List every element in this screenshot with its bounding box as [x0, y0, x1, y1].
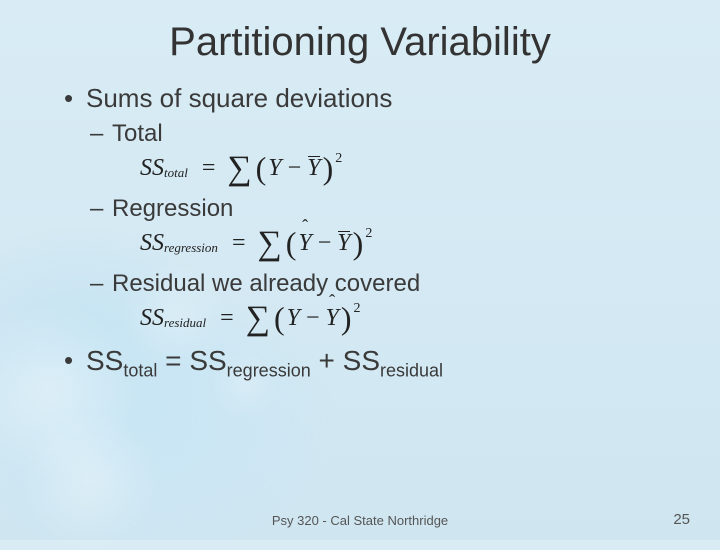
lparen: ( [256, 150, 267, 187]
var-y: Y [287, 305, 300, 332]
eq-sub3: residual [380, 361, 443, 381]
var-yhat: Y [298, 230, 311, 257]
ss-label: SS [140, 305, 164, 332]
eq-sub2: regression [227, 361, 311, 381]
rparen: ) [323, 150, 334, 187]
rparen: ) [341, 300, 352, 337]
sigma-icon: ∑ [246, 302, 270, 336]
eq-ss3: SS [343, 345, 380, 376]
formula-total: SStotal = ∑ ( Y − Y ) 2 [60, 150, 672, 187]
minus-op: − [288, 155, 302, 182]
var-ybar: Y [307, 155, 320, 182]
slide-footer: Psy 320 - Cal State Northridge [0, 513, 720, 528]
eq-equals: = [157, 345, 189, 376]
exponent: 2 [365, 226, 372, 242]
exponent: 2 [335, 151, 342, 167]
slide-title: Partitioning Variability [48, 20, 672, 65]
minus-op: − [306, 305, 320, 332]
var-yhat: Y [326, 305, 339, 332]
eq-plus: + [311, 345, 343, 376]
summary-equation: SStotal = SSregression + SSresidual [60, 345, 672, 382]
minus-op: − [318, 230, 332, 257]
formula-regression: SSregression = ∑ ( Y − Y ) 2 [60, 225, 672, 262]
page-number: 25 [673, 511, 690, 528]
var-ybar: Y [337, 230, 350, 257]
bullet-residual: Residual we already covered [60, 270, 672, 298]
var-y: Y [268, 155, 281, 182]
exponent: 2 [354, 301, 361, 317]
eq-ss2: SS [189, 345, 226, 376]
formula-residual: SSresidual = ∑ ( Y − Y ) 2 [60, 300, 672, 337]
ss-label: SS [140, 230, 164, 257]
bullet-main: Sums of square deviations [60, 83, 672, 114]
bullet-total: Total [60, 120, 672, 148]
lparen: ( [274, 300, 285, 337]
eq-sub1: total [123, 361, 157, 381]
ss-sub: total [164, 165, 188, 181]
lparen: ( [286, 225, 297, 262]
sigma-icon: ∑ [257, 227, 281, 261]
ss-sub: residual [164, 315, 206, 331]
ss-sub: regression [164, 240, 218, 256]
bullet-regression: Regression [60, 195, 672, 223]
slide-container: Partitioning Variability Sums of square … [0, 0, 720, 540]
sigma-icon: ∑ [227, 152, 251, 186]
eq-ss1: SS [86, 345, 123, 376]
slide-content: Sums of square deviations Total SStotal … [48, 83, 672, 382]
ss-label: SS [140, 155, 164, 182]
rparen: ) [353, 225, 364, 262]
